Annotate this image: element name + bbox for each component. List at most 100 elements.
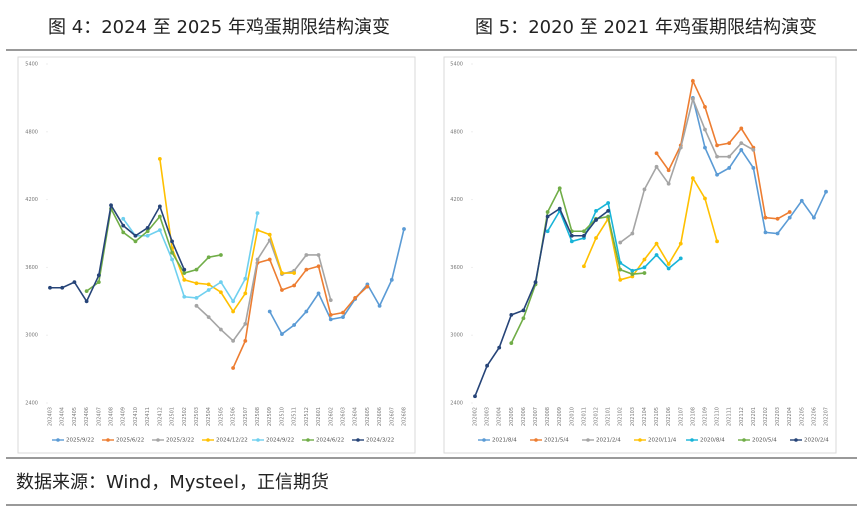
point (280, 332, 284, 336)
x-tick-label: 202605 (365, 407, 371, 426)
x-tick-label: 202003 (485, 407, 491, 426)
point (133, 239, 138, 244)
point (630, 268, 635, 273)
legend-label: 2021/8/4 (492, 438, 517, 444)
x-tick-label: 202207 (824, 407, 830, 426)
point (182, 294, 187, 299)
y-tick-label: 4800 (450, 129, 463, 135)
series-line (546, 201, 682, 272)
point (715, 143, 719, 148)
point (690, 176, 695, 181)
point (739, 141, 744, 146)
point (763, 215, 768, 220)
point (509, 341, 514, 346)
point (642, 257, 647, 262)
point (703, 196, 707, 201)
point (194, 281, 199, 286)
x-tick-label: 202608 (402, 407, 408, 426)
point (569, 233, 574, 238)
point (121, 216, 126, 221)
series-line (583, 175, 718, 281)
x-tick-label: 202404 (60, 407, 66, 426)
y-tick-label: 3000 (450, 333, 463, 339)
point (206, 255, 211, 260)
point (48, 285, 52, 290)
x-tick-label: 202202 (763, 407, 769, 426)
x-tick-label: 202509 (267, 407, 273, 426)
point (533, 280, 538, 284)
point (557, 186, 562, 191)
point (678, 145, 683, 150)
point (509, 312, 514, 317)
x-tick-label: 202002 (473, 407, 479, 426)
point (690, 79, 695, 83)
point (715, 154, 719, 159)
point (582, 229, 586, 234)
point (545, 229, 550, 234)
chart-frame (443, 56, 837, 454)
x-tick-label: 202011 (581, 407, 587, 426)
point (328, 317, 333, 322)
legend-label: 2020/5/4 (752, 438, 777, 444)
point (473, 394, 477, 399)
legend-marker (106, 438, 110, 442)
legend-label: 2025/3/22 (166, 438, 194, 444)
point (666, 168, 671, 173)
legend-marker (690, 438, 694, 442)
point (365, 284, 370, 289)
x-tick-label: 202103 (630, 407, 636, 426)
series-line (692, 97, 827, 235)
point (182, 277, 187, 282)
point (642, 187, 647, 192)
point (84, 299, 89, 304)
point (703, 105, 707, 109)
source-note: 数据来源：Wind，Mysteel，正信期货 (16, 472, 329, 493)
y-tick-label: 3600 (450, 265, 463, 271)
point (545, 210, 550, 214)
x-tick-label: 202411 (145, 407, 151, 426)
point (751, 166, 756, 170)
point (594, 209, 598, 213)
x-tick-label: 202607 (389, 407, 395, 426)
x-tick-label: 202504 (206, 407, 212, 426)
point (654, 253, 659, 257)
x-tick-label: 202005 (509, 407, 515, 426)
point (218, 290, 223, 295)
x-tick-label: 202407 (96, 407, 102, 426)
point (521, 316, 526, 321)
y-tick-label: 5400 (25, 62, 38, 68)
x-tick-label: 202409 (121, 407, 127, 426)
point (727, 141, 732, 146)
point (316, 291, 321, 296)
x-tick-label: 202106 (666, 407, 672, 426)
point (666, 181, 671, 186)
point (304, 267, 309, 272)
point (84, 289, 89, 294)
point (206, 282, 211, 287)
x-tick-label: 202412 (157, 407, 163, 426)
point (231, 366, 236, 370)
x-tick-label: 202110 (715, 407, 721, 426)
point (678, 241, 683, 246)
legend-label: 2021/2/4 (596, 438, 621, 444)
x-tick-label: 202104 (642, 407, 648, 426)
x-tick-label: 202008 (545, 407, 551, 426)
point (618, 267, 623, 272)
point (727, 154, 732, 159)
point (157, 214, 162, 219)
y-tick-label: 2400 (25, 401, 38, 407)
x-tick-label: 202403 (48, 407, 54, 426)
legend-label: 2025/6/22 (116, 438, 144, 444)
x-tick-label: 202410 (133, 407, 139, 426)
series-line (619, 96, 754, 244)
point (799, 198, 804, 203)
point (654, 164, 659, 169)
point (231, 299, 236, 304)
x-tick-label: 202408 (109, 407, 115, 426)
point (255, 257, 260, 262)
point (145, 233, 150, 238)
point (642, 271, 647, 275)
legend-marker (742, 438, 746, 442)
point (182, 271, 187, 275)
x-tick-label: 202405 (72, 407, 78, 426)
